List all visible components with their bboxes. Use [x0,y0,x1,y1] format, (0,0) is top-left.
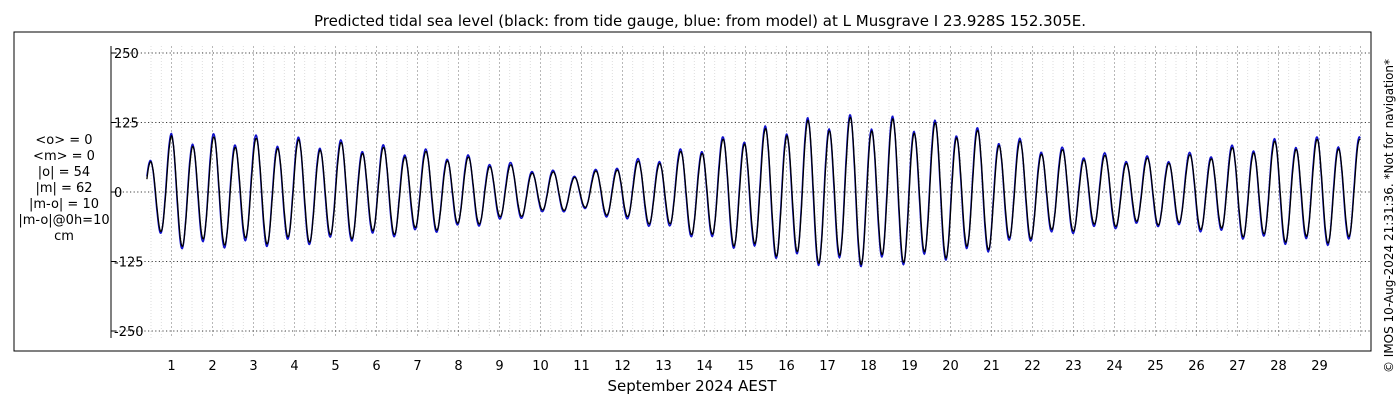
stats-line: cm [54,229,74,244]
stats-line: |m-o|@0h=10 [18,213,109,228]
x-tick-label: 27 [1229,359,1246,374]
x-tick-label: 28 [1270,359,1287,374]
x-tick-label: 17 [819,359,836,374]
y-tick-label: -125 [114,256,144,271]
x-tick-label: 11 [573,359,590,374]
y-gridlines [112,52,1370,332]
plot-frame [13,31,1372,352]
x-tick-label: 24 [1106,359,1123,374]
x-tick-label: 8 [454,359,462,374]
x-tick-label: 6 [372,359,380,374]
x-tick-label: 22 [1024,359,1041,374]
x-axis-label: September 2024 AEST [607,377,777,395]
x-tick-label: 10 [532,359,549,374]
x-tick-label: 18 [860,359,877,374]
chart-title: Predicted tidal sea level (black: from t… [314,12,1086,30]
x-tick-label: 15 [737,359,754,374]
y-tick-label: 0 [114,186,122,201]
x-tick-label: 2 [208,359,216,374]
y-ticks: 250 125 0 -125 -250 [111,47,144,340]
y-tick-label: -250 [114,325,144,340]
series-line-model [146,113,1361,268]
x-tick-label: 23 [1065,359,1082,374]
x-tick-label: 14 [696,359,713,374]
copyright-note: © IMOS 10-Aug-2024 21:31:36. *Not for na… [1382,59,1396,373]
x-tick-label: 4 [290,359,298,374]
x-tick-label: 1 [167,359,175,374]
x-tick-label: 29 [1311,359,1328,374]
x-tick-label: 19 [901,359,918,374]
x-tick-label: 20 [942,359,959,374]
x-tick-label: 12 [614,359,631,374]
stats-line: |o| = 54 [38,165,90,180]
x-ticks: 1 2 3 4 5 6 7 8 9 10 11 12 13 14 15 16 17 18 19 20 21 22 23 24 2… [167,359,1327,374]
x-tick-label: 5 [331,359,339,374]
x-tick-label: 7 [413,359,421,374]
y-tick-label: 250 [114,47,139,62]
stats-line: |m| = 62 [35,181,92,196]
stats-line: <m> = 0 [33,149,95,164]
x-tick-label: 25 [1147,359,1164,374]
stats-line: <o> = 0 [35,133,92,148]
x-tick-label: 9 [495,359,503,374]
x-tick-label: 16 [778,359,795,374]
x-tick-label: 21 [983,359,1000,374]
stats-block: <o> = 0<m> = 0|o| = 54|m| = 62|m-o| = 10… [18,133,109,244]
x-tick-label: 13 [655,359,672,374]
y-tick-label: 125 [114,117,139,132]
x-tick-label: 26 [1188,359,1205,374]
series-line-gauge [146,116,1361,266]
stats-line: |m-o| = 10 [29,197,99,212]
x-tick-label: 3 [249,359,257,374]
